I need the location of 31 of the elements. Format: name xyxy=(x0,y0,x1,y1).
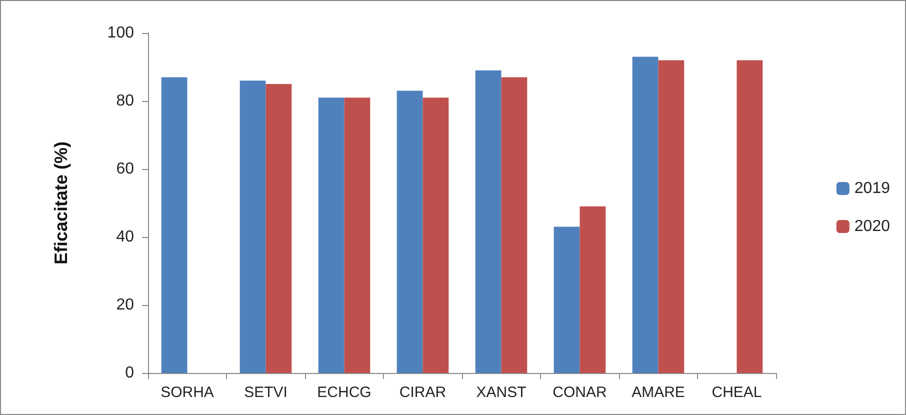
bar xyxy=(240,80,266,373)
legend-label: 2019 xyxy=(854,180,890,197)
bar xyxy=(736,60,763,373)
y-tick-label: 100 xyxy=(107,24,134,42)
x-tick-label: CONAR xyxy=(552,384,607,401)
bar xyxy=(266,84,292,373)
y-tick-label: 0 xyxy=(125,364,134,382)
bar xyxy=(422,98,449,373)
x-tick-label: AMARE xyxy=(632,384,685,401)
bar xyxy=(344,98,370,373)
x-tick-label: SETVI xyxy=(244,384,288,401)
bar xyxy=(658,60,684,373)
bar xyxy=(501,77,528,373)
y-axis-title: Eficacitate (%) xyxy=(51,141,71,265)
bar xyxy=(632,56,658,373)
x-tick-label: CHEAL xyxy=(712,384,762,401)
bar xyxy=(475,70,502,373)
y-tick-label: 20 xyxy=(116,296,134,314)
x-tick-label: SORHA xyxy=(160,384,214,401)
y-tick-label: 40 xyxy=(116,228,134,246)
bar xyxy=(318,98,344,373)
y-tick-label: 60 xyxy=(116,160,134,178)
x-tick-label: XANST xyxy=(476,384,526,401)
x-tick-label: CIRAR xyxy=(399,384,446,401)
bar xyxy=(580,206,606,373)
bar xyxy=(396,90,423,373)
legend-label: 2020 xyxy=(854,218,890,235)
bar xyxy=(161,77,188,373)
y-tick-label: 80 xyxy=(116,92,134,110)
x-tick-label: ECHCG xyxy=(317,384,372,401)
bar xyxy=(554,226,580,373)
